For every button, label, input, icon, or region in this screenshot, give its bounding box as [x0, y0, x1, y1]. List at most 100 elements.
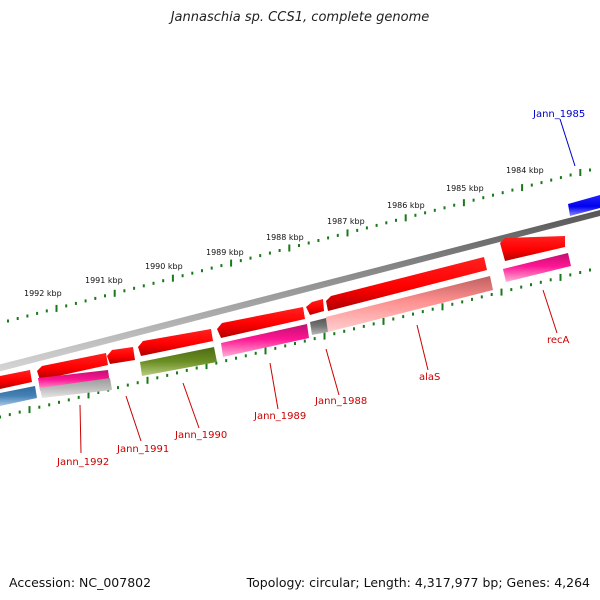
outer-scale-tick: [16, 317, 19, 320]
leader-alas: [416, 324, 429, 371]
outer-scale-tick: [365, 226, 368, 230]
gene-label-alas[interactable]: alaS: [419, 372, 440, 383]
inner-scale-tick: [166, 373, 169, 377]
outer-scale-tick: [385, 221, 388, 225]
outer-scale-tick: [414, 213, 417, 217]
inner-scale-tick: [195, 366, 198, 370]
gene-label-jann-1988[interactable]: Jann_1988: [314, 396, 367, 407]
inner-scale-tick: [559, 273, 562, 281]
gene-Jann_1988[interactable]: [310, 318, 328, 335]
gene-arrow-red[interactable]: [326, 257, 487, 311]
outer-scale-tick: [36, 311, 39, 315]
outer-scale-tick: [268, 251, 271, 255]
inner-scale-tick: [274, 346, 277, 350]
inner-scale-tick: [471, 297, 473, 301]
outer-scale-tick: [201, 269, 203, 273]
inner-scale-tick: [303, 339, 306, 343]
outer-scale-tick: [298, 244, 300, 247]
inner-scale-tick: [8, 413, 11, 417]
outer-scale-tick: [220, 264, 223, 268]
gene-arrow-red[interactable]: [500, 236, 565, 261]
gene-arrow-red[interactable]: [217, 307, 305, 338]
inner-scale-dots: [0, 268, 591, 419]
outer-scale-tick: [74, 301, 77, 305]
inner-scale-tick: [451, 302, 454, 306]
leader-lines: [79, 118, 576, 454]
gene-arrow-red[interactable]: [37, 353, 108, 380]
gene-label-jann-1990[interactable]: Jann_1990: [174, 430, 227, 441]
inner-scale-tick: [284, 344, 287, 348]
outer-scale-tick: [433, 208, 436, 212]
inner-scale-tick: [343, 329, 346, 333]
inner-scale-tick: [539, 280, 542, 284]
outer-scale-tick: [579, 169, 582, 176]
gene-alaS[interactable]: [326, 276, 493, 332]
inner-scale-tick: [372, 322, 375, 326]
accession-text: Accession: NC_007802: [9, 575, 152, 590]
inner-scale-tick: [67, 398, 70, 402]
outer-scale-tick: [94, 296, 97, 300]
outer-scale-tick: [26, 314, 29, 318]
outer-scale-tick: [356, 228, 359, 232]
outer-scale-tick: [375, 223, 378, 227]
gene-label-jann-1989[interactable]: Jann_1989: [253, 411, 306, 422]
outer-scale-tick: [404, 214, 407, 222]
gene-Jann_1989[interactable]: [221, 324, 309, 357]
inner-scale-tick: [264, 347, 267, 355]
gene-steel-blue[interactable]: [0, 386, 37, 406]
gene-label-jann-1985[interactable]: Jann_1985: [532, 109, 585, 120]
inner-scale-tick: [421, 310, 424, 314]
gene-arrow-red[interactable]: [306, 299, 324, 315]
outer-scale-tick: [65, 304, 68, 308]
gene-labels: Jann_1985 recA alaS Jann_1988 Jann_1989 …: [56, 109, 585, 468]
outer-scale-tick: [123, 289, 126, 293]
gene-light-gray[interactable]: [40, 378, 112, 398]
outer-scale-tick: [317, 239, 320, 242]
page-title: Jannaschia sp. CCS1, complete genome: [170, 10, 430, 25]
leader-jann-1988: [325, 348, 340, 396]
leader-jann-1992: [79, 404, 82, 454]
outer-scale-tick: [492, 193, 494, 197]
gene-arrow-blue[interactable]: [568, 195, 600, 216]
inner-scale-tick: [117, 386, 119, 390]
gene-arrow-red[interactable]: [138, 329, 213, 356]
inner-scale-tick: [569, 273, 572, 277]
outer-scale-tick: [162, 279, 165, 283]
outer-scale-tick: [278, 249, 281, 252]
outer-scale-tick: [191, 271, 194, 275]
outer-scale-tick: [346, 229, 349, 237]
inner-scale-tick: [0, 415, 1, 419]
forward-strand-genes: [0, 195, 600, 389]
inner-scale-tick: [441, 303, 444, 311]
inner-scale-tick: [362, 324, 365, 328]
outer-scale-tick: [327, 236, 330, 240]
gene-Jann_1990[interactable]: [140, 347, 217, 376]
inner-scale-tick: [431, 307, 434, 311]
inner-scale-tick: [402, 315, 405, 319]
outer-scale-tick: [530, 183, 533, 187]
gene-arrow-red[interactable]: [107, 347, 135, 364]
inner-scale-tick: [490, 293, 493, 296]
outer-scale-tick: [104, 294, 106, 298]
outer-scale-tick: [55, 304, 58, 312]
gene-label-jann-1992[interactable]: Jann_1992: [56, 457, 109, 468]
inner-scale-tick: [254, 351, 257, 355]
outer-scale-tick: [511, 188, 514, 192]
gene-arrow-red[interactable]: [0, 370, 32, 389]
outer-scale-tick: [210, 266, 213, 270]
outer-scale-tick: [569, 173, 572, 177]
leader-jann-1989: [269, 362, 279, 410]
outer-scale-tick: [453, 203, 456, 207]
inner-scale-tick: [235, 356, 237, 360]
reverse-strand-genes: [0, 253, 571, 406]
leader-reca: [542, 289, 558, 334]
tick-label-1990: 1990 kbp: [145, 262, 183, 271]
inner-scale-tick: [126, 383, 129, 387]
gene-label-reca[interactable]: recA: [547, 335, 570, 346]
gene-label-jann-1991[interactable]: Jann_1991: [116, 444, 169, 455]
tick-label-1985: 1985 kbp: [446, 184, 484, 193]
outer-scale-tick: [307, 241, 310, 245]
gene-recA[interactable]: [503, 253, 571, 282]
outer-scale-tick: [7, 319, 9, 323]
tick-label-1984: 1984 kbp: [506, 166, 544, 175]
